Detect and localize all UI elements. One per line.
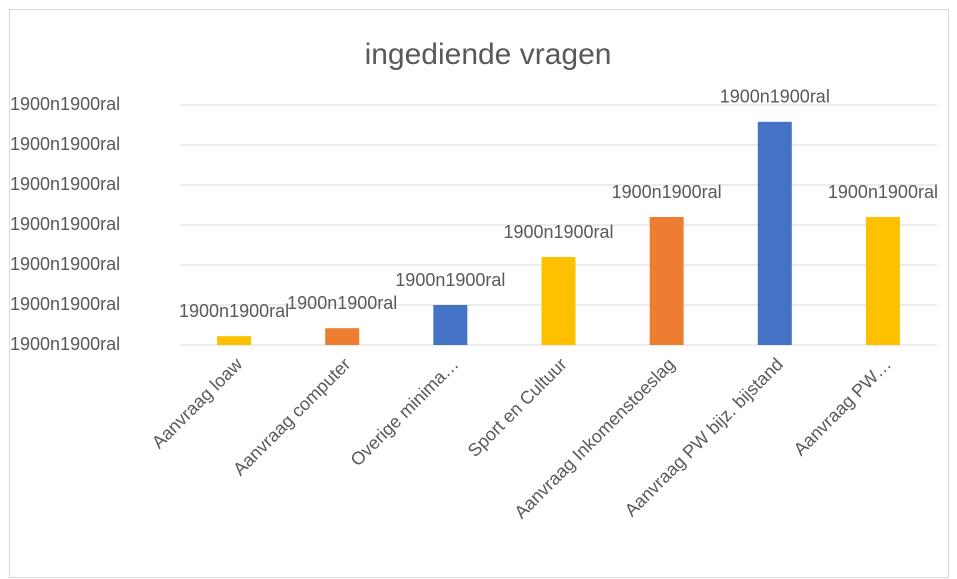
data-label: 1900n1900ral <box>287 293 397 313</box>
y-tick-label: 1900n1900ral <box>10 214 120 234</box>
bar <box>217 336 252 345</box>
bar <box>865 217 900 345</box>
y-tick-label: 1900n1900ral <box>10 334 120 354</box>
y-tick-label: 1900n1900ral <box>10 294 120 314</box>
y-tick-label: 1900n1900ral <box>10 134 120 154</box>
bar <box>433 305 468 345</box>
bar <box>325 328 360 345</box>
bar <box>757 121 792 345</box>
y-tick-label: 1900n1900ral <box>10 94 120 114</box>
chart-frame <box>9 9 949 578</box>
data-label: 1900n1900ral <box>828 182 938 202</box>
bar <box>541 257 576 345</box>
data-label: 1900n1900ral <box>720 87 830 107</box>
chart-title: ingediende vragen <box>365 38 612 71</box>
data-label: 1900n1900ral <box>612 182 722 202</box>
y-tick-label: 1900n1900ral <box>10 174 120 194</box>
bar <box>649 217 684 345</box>
data-label: 1900n1900ral <box>179 301 289 321</box>
data-label: 1900n1900ral <box>503 222 613 242</box>
y-tick-label: 1900n1900ral <box>10 254 120 274</box>
data-label: 1900n1900ral <box>395 270 505 290</box>
